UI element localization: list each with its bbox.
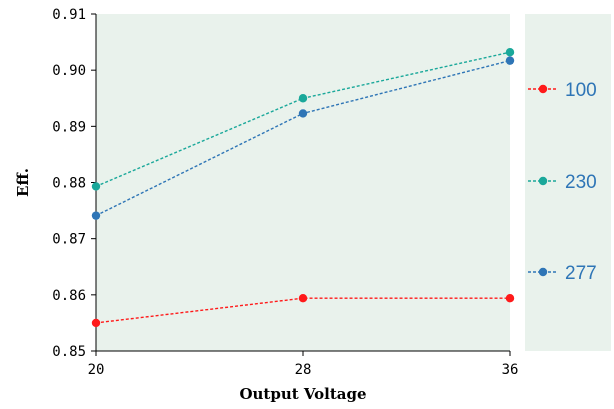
legend-label: 277 — [565, 263, 597, 284]
y-tick-label: 0.88 — [52, 176, 86, 192]
series-277 — [91, 56, 515, 220]
y-tick-label: 0.85 — [52, 344, 86, 360]
legend-label: 230 — [565, 172, 597, 193]
x-axis-title: Output Voltage — [239, 385, 366, 403]
series-line — [95, 51, 511, 188]
data-point — [91, 182, 101, 191]
data-point — [505, 47, 515, 57]
y-axis-ticks: 0.85 0.86 0.87 0.88 0.89 0.90 0.91 — [52, 7, 96, 360]
x-axis-ticks: 20 28 36 — [88, 351, 519, 378]
data-point — [298, 94, 308, 103]
series-230 — [91, 47, 515, 191]
x-tick-label: 20 — [88, 362, 105, 378]
y-tick-label: 0.86 — [52, 288, 86, 304]
x-tick-label: 36 — [502, 362, 519, 378]
data-point — [298, 294, 308, 303]
data-point — [91, 318, 101, 328]
data-point — [505, 56, 515, 65]
data-point — [505, 294, 515, 303]
series-100 — [91, 294, 515, 328]
series-line — [95, 297, 510, 324]
legend: 100 230 277 — [528, 80, 597, 284]
y-axis-title: Eff. — [14, 168, 32, 197]
legend-marker — [538, 267, 548, 277]
y-tick-label: 0.91 — [52, 7, 86, 23]
y-tick-label: 0.87 — [52, 232, 86, 248]
legend-item-230: 230 — [528, 172, 597, 193]
legend-marker — [538, 176, 548, 186]
x-tick-label: 28 — [295, 362, 312, 378]
legend-marker — [538, 84, 548, 94]
legend-item-100: 100 — [528, 80, 597, 101]
legend-label: 100 — [565, 80, 597, 101]
y-tick-label: 0.89 — [52, 119, 86, 135]
legend-item-277: 277 — [528, 263, 597, 284]
data-point — [91, 211, 101, 220]
data-point — [298, 109, 308, 118]
y-tick-label: 0.90 — [52, 63, 86, 79]
series-layer — [91, 47, 515, 328]
